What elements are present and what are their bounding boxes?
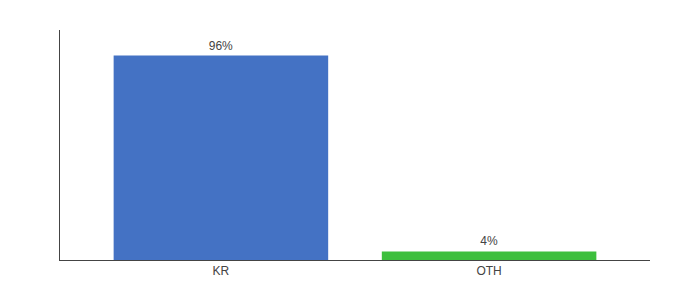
- svg-text:OTH: OTH: [476, 264, 501, 278]
- svg-text:KR: KR: [213, 264, 230, 278]
- svg-text:96%: 96%: [209, 39, 233, 53]
- svg-text:4%: 4%: [480, 234, 498, 248]
